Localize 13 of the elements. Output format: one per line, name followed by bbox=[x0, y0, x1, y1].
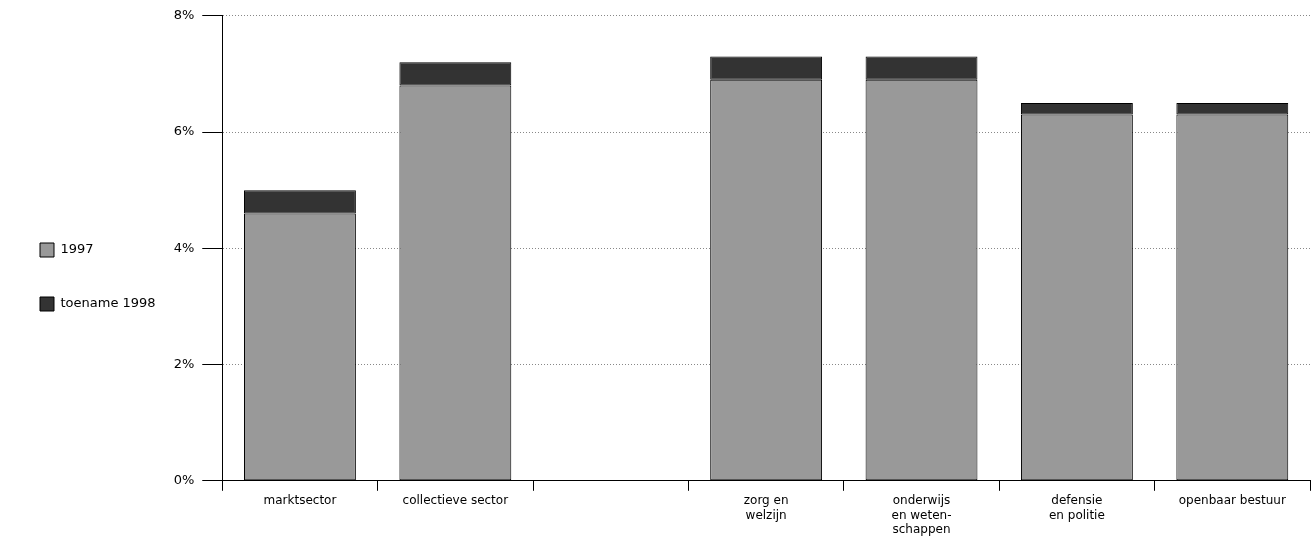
x-tick-label: collectieve sector bbox=[402, 493, 509, 508]
x-tick-label: defensie en politie bbox=[1048, 493, 1105, 522]
x-tick-label: onderwijs en weten- schappen bbox=[891, 493, 952, 536]
y-tick-label: 8% bbox=[173, 7, 195, 23]
y-tick-label: 4% bbox=[173, 239, 195, 255]
y-tick-label: 0% bbox=[173, 472, 195, 488]
x-tick-label: openbaar bestuur bbox=[1178, 493, 1286, 508]
x-tick-label: marktsector bbox=[263, 493, 337, 508]
x-tick-label: zorg en welzijn bbox=[743, 493, 789, 522]
legend-label: 1997 bbox=[60, 241, 94, 257]
y-tick-label: 6% bbox=[173, 123, 195, 139]
y-tick-label: 2% bbox=[173, 355, 195, 371]
legend-label: toename 1998 bbox=[60, 295, 156, 311]
